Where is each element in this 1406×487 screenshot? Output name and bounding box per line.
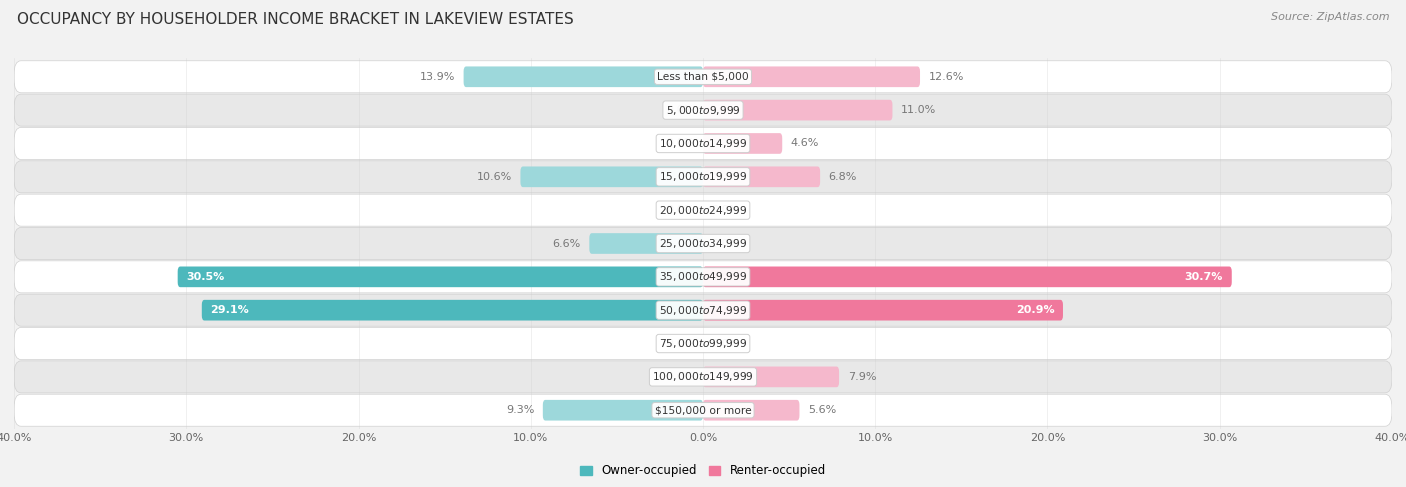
Text: 13.9%: 13.9% — [419, 72, 456, 82]
Text: 10.6%: 10.6% — [477, 172, 512, 182]
FancyBboxPatch shape — [14, 128, 1392, 159]
Text: 0.0%: 0.0% — [666, 338, 695, 349]
FancyBboxPatch shape — [14, 194, 1392, 226]
FancyBboxPatch shape — [464, 66, 703, 87]
FancyBboxPatch shape — [703, 266, 1232, 287]
Text: $35,000 to $49,999: $35,000 to $49,999 — [659, 270, 747, 283]
Text: 12.6%: 12.6% — [928, 72, 965, 82]
FancyBboxPatch shape — [589, 233, 703, 254]
Text: 0.0%: 0.0% — [666, 138, 695, 149]
FancyBboxPatch shape — [202, 300, 703, 320]
Text: 30.7%: 30.7% — [1185, 272, 1223, 282]
FancyBboxPatch shape — [703, 100, 893, 120]
FancyBboxPatch shape — [14, 261, 1392, 293]
FancyBboxPatch shape — [177, 266, 703, 287]
Text: $15,000 to $19,999: $15,000 to $19,999 — [659, 170, 747, 183]
Text: 11.0%: 11.0% — [901, 105, 936, 115]
Legend: Owner-occupied, Renter-occupied: Owner-occupied, Renter-occupied — [575, 459, 831, 482]
Text: 0.0%: 0.0% — [666, 105, 695, 115]
FancyBboxPatch shape — [703, 400, 800, 421]
Text: 0.0%: 0.0% — [711, 239, 740, 248]
Text: 0.0%: 0.0% — [711, 205, 740, 215]
Text: 20.9%: 20.9% — [1015, 305, 1054, 315]
FancyBboxPatch shape — [14, 394, 1392, 426]
Text: $150,000 or more: $150,000 or more — [655, 405, 751, 415]
Text: $50,000 to $74,999: $50,000 to $74,999 — [659, 304, 747, 317]
Text: Source: ZipAtlas.com: Source: ZipAtlas.com — [1271, 12, 1389, 22]
FancyBboxPatch shape — [14, 227, 1392, 260]
FancyBboxPatch shape — [14, 94, 1392, 126]
FancyBboxPatch shape — [14, 61, 1392, 93]
FancyBboxPatch shape — [14, 161, 1392, 193]
Text: Less than $5,000: Less than $5,000 — [657, 72, 749, 82]
Text: $10,000 to $14,999: $10,000 to $14,999 — [659, 137, 747, 150]
FancyBboxPatch shape — [703, 300, 1063, 320]
Text: $75,000 to $99,999: $75,000 to $99,999 — [659, 337, 747, 350]
Text: 0.0%: 0.0% — [666, 372, 695, 382]
Text: 5.6%: 5.6% — [808, 405, 837, 415]
FancyBboxPatch shape — [14, 361, 1392, 393]
FancyBboxPatch shape — [703, 367, 839, 387]
FancyBboxPatch shape — [703, 133, 782, 154]
Text: 7.9%: 7.9% — [848, 372, 876, 382]
Text: $5,000 to $9,999: $5,000 to $9,999 — [665, 104, 741, 116]
Text: OCCUPANCY BY HOUSEHOLDER INCOME BRACKET IN LAKEVIEW ESTATES: OCCUPANCY BY HOUSEHOLDER INCOME BRACKET … — [17, 12, 574, 27]
Text: $20,000 to $24,999: $20,000 to $24,999 — [659, 204, 747, 217]
Text: 30.5%: 30.5% — [186, 272, 225, 282]
FancyBboxPatch shape — [543, 400, 703, 421]
Text: 6.6%: 6.6% — [553, 239, 581, 248]
Text: 9.3%: 9.3% — [506, 405, 534, 415]
FancyBboxPatch shape — [14, 328, 1392, 359]
Text: 29.1%: 29.1% — [211, 305, 249, 315]
FancyBboxPatch shape — [703, 66, 920, 87]
Text: $25,000 to $34,999: $25,000 to $34,999 — [659, 237, 747, 250]
Text: 4.6%: 4.6% — [790, 138, 820, 149]
Text: 0.0%: 0.0% — [666, 205, 695, 215]
Text: 6.8%: 6.8% — [828, 172, 858, 182]
FancyBboxPatch shape — [14, 294, 1392, 326]
Text: 0.0%: 0.0% — [711, 338, 740, 349]
FancyBboxPatch shape — [703, 167, 820, 187]
FancyBboxPatch shape — [520, 167, 703, 187]
Text: $100,000 to $149,999: $100,000 to $149,999 — [652, 371, 754, 383]
